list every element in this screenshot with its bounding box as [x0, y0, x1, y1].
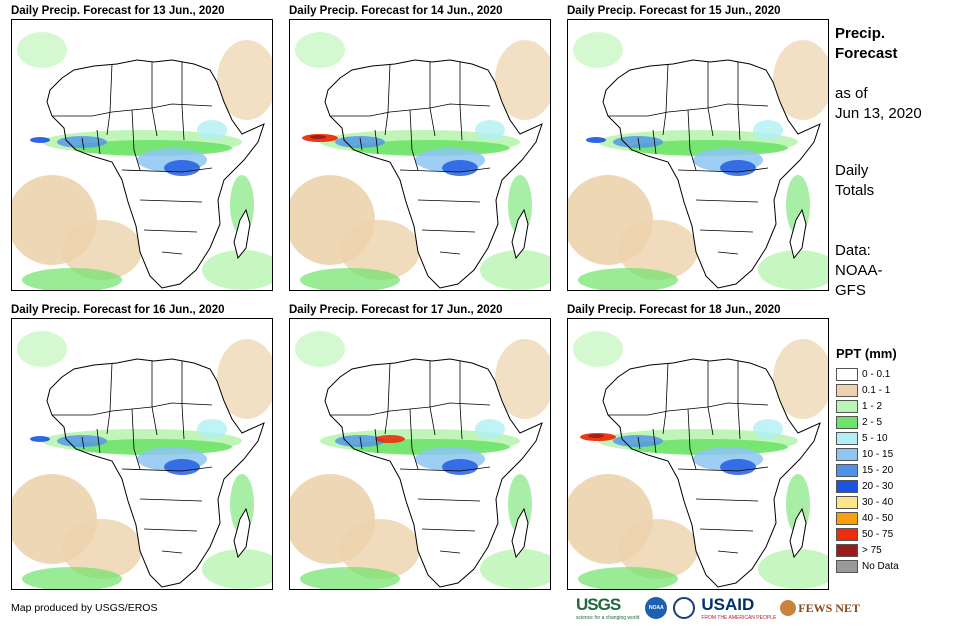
totals-line2: Totals [835, 182, 875, 199]
precip-map [289, 19, 551, 291]
usgs-logo-text: USGS [576, 595, 621, 614]
legend-label: 2 - 5 [862, 416, 883, 428]
as-of-date: as of Jun 13, 2020 [835, 84, 922, 124]
legend-swatch [836, 527, 858, 541]
panel-title: Daily Precip. Forecast for 18 Jun., 2020 [567, 304, 781, 316]
totals-line1: Daily [835, 162, 869, 179]
precip-map [11, 19, 273, 291]
legend-item: No Data [836, 558, 899, 574]
legend-item: 0.1 - 1 [836, 382, 890, 398]
legend-swatch [836, 463, 858, 477]
legend-swatch [836, 415, 858, 429]
legend-swatch [836, 399, 858, 413]
noaa-logo: NOAA [645, 597, 668, 619]
panel-title: Daily Precip. Forecast for 13 Jun., 2020 [11, 5, 225, 17]
seal-logo [673, 597, 696, 619]
data-source-line1: Data: [835, 242, 871, 259]
panel-title: Daily Precip. Forecast for 16 Jun., 2020 [11, 304, 225, 316]
legend-item: 50 - 75 [836, 526, 893, 542]
usaid-logo-text: USAID [701, 595, 755, 614]
legend-swatch [836, 543, 858, 557]
legend-title: PPT (mm) [836, 346, 897, 361]
legend-label: No Data [862, 560, 899, 572]
legend-swatch [836, 511, 858, 525]
totals-note: Daily Totals [835, 161, 874, 201]
usgs-tagline: science for a changing world [576, 615, 640, 621]
legend-label: 1 - 2 [862, 400, 883, 412]
legend-item: 0 - 0.1 [836, 366, 890, 382]
legend-swatch [836, 495, 858, 509]
legend-item: 40 - 50 [836, 510, 893, 526]
legend-swatch [836, 447, 858, 461]
panel-title: Daily Precip. Forecast for 17 Jun., 2020 [289, 304, 503, 316]
legend-label: 5 - 10 [862, 432, 888, 444]
precip-map [567, 19, 829, 291]
precip-map [567, 318, 829, 590]
sidebar-title-line1: Precip. [835, 25, 886, 42]
logo-strip: USGS science for a changing world NOAA U… [576, 595, 860, 621]
legend-label: 10 - 15 [862, 448, 894, 460]
legend-item: 10 - 15 [836, 446, 893, 462]
legend-label: 40 - 50 [862, 512, 894, 524]
legend-item: 2 - 5 [836, 414, 882, 430]
legend-item: 30 - 40 [836, 494, 893, 510]
legend-item: 5 - 10 [836, 430, 888, 446]
legend-item: 1 - 2 [836, 398, 882, 414]
legend-swatch [836, 431, 858, 445]
fews-net-logo: FEWS NET [798, 600, 860, 615]
legend-label: 30 - 40 [862, 496, 894, 508]
legend-item: > 75 [836, 542, 882, 558]
legend-label: 20 - 30 [862, 480, 894, 492]
panel-title: Daily Precip. Forecast for 15 Jun., 2020 [567, 5, 781, 17]
map-credit: Map produced by USGS/EROS [11, 602, 158, 614]
as-of-label: as of [835, 85, 868, 102]
legend-swatch [836, 367, 858, 381]
legend-label: 50 - 75 [862, 528, 894, 540]
legend-label: > 75 [862, 544, 882, 556]
legend-label: 0.1 - 1 [862, 384, 891, 396]
legend-swatch [836, 559, 858, 573]
fews-globe-icon [780, 600, 797, 616]
data-source: Data: NOAA- GFS [835, 241, 883, 301]
legend-item: 20 - 30 [836, 478, 893, 494]
legend-swatch [836, 383, 858, 397]
usaid-tagline: FROM THE AMERICAN PEOPLE [701, 615, 777, 621]
usgs-logo: USGS science for a changing world [576, 595, 639, 621]
data-source-line2: NOAA- [835, 262, 883, 279]
data-source-line3: GFS [835, 282, 866, 299]
legend-label: 0 - 0.1 [862, 368, 891, 380]
usaid-logo: USAID FROM THE AMERICAN PEOPLE [701, 595, 776, 621]
precip-map [11, 318, 273, 590]
sidebar-title-line2: Forecast [835, 45, 898, 62]
legend-swatch [836, 479, 858, 493]
sidebar-title: Precip. Forecast [835, 24, 898, 64]
precip-map [289, 318, 551, 590]
legend-item: 15 - 20 [836, 462, 893, 478]
panel-title: Daily Precip. Forecast for 14 Jun., 2020 [289, 5, 503, 17]
noaa-logo-text: NOAA [649, 605, 664, 611]
legend-label: 15 - 20 [862, 464, 894, 476]
as-of-value: Jun 13, 2020 [835, 105, 922, 122]
